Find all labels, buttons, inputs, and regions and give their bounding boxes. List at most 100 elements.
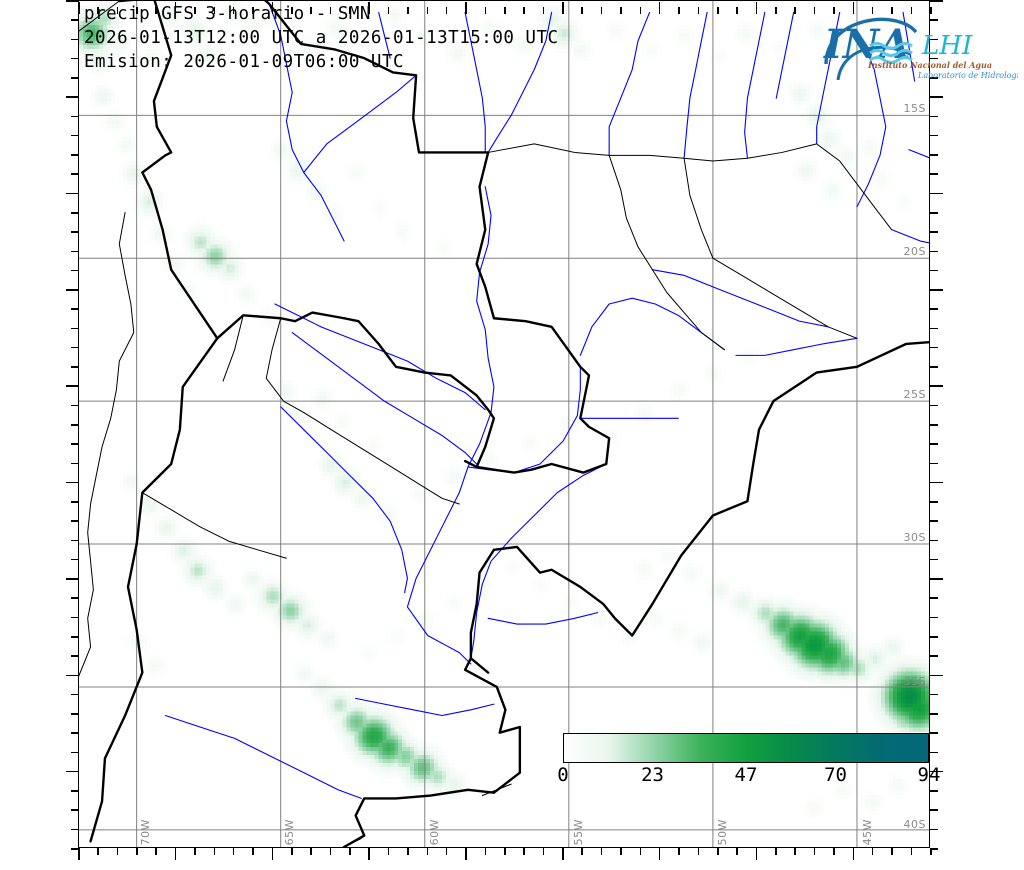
river-path [775,11,795,99]
axis-tick [930,790,938,792]
axis-tick [930,269,938,272]
administrative-border-path [651,269,725,351]
axis-tick [78,848,80,860]
axis-tick [930,115,938,118]
axis-tick [155,848,157,855]
axis-tick [71,848,79,850]
axis-tick [930,346,938,349]
axis-tick [349,848,351,855]
axis-tick [930,77,938,79]
country-border-path [216,311,346,340]
axis-tick [930,828,938,831]
colorbar-gradient [563,733,929,763]
axis-tick [930,192,943,195]
axis-tick [930,173,938,175]
right-axis-ticks [930,0,947,850]
axis-tick [910,848,913,855]
axis-tick [930,848,938,850]
administrative-border-path [487,143,818,162]
river-path [816,11,841,145]
river-path [856,40,887,208]
river-path [164,714,362,799]
axis-tick [930,289,943,291]
administrative-border-path [816,143,893,231]
axis-tick [930,578,943,580]
axis-tick [930,732,938,734]
map-viewport: 15S 20S 25S 30S 35S 40S 70W 65W 60W 55W 50W 45W [79,1,929,847]
axis-tick [271,848,274,860]
axis-tick [930,0,943,2]
axis-tick [930,385,943,387]
axis-tick [387,848,390,855]
administrative-border-path [222,314,244,382]
axis-tick [736,848,738,855]
axis-tick [620,848,622,855]
axis-tick [930,424,938,426]
river-path [303,171,345,242]
axis-tick [930,809,938,811]
axis-tick [930,443,938,445]
axis-tick [136,848,138,855]
axis-tick [891,848,893,855]
axis-tick [930,558,938,561]
country-border-path [141,1,219,340]
axis-tick [930,597,938,599]
axis-tick [794,848,796,855]
axis-tick [930,520,938,522]
axis-tick [930,134,938,137]
river-path [487,11,553,153]
country-border-path [342,657,522,847]
axis-tick [484,848,487,855]
administrative-border-path [712,257,858,339]
country-border-path [469,548,496,660]
axis-tick [232,848,235,855]
axis-tick [930,616,938,619]
axis-tick [930,674,943,677]
administrative-border-path [683,157,714,259]
axis-tick [930,636,938,638]
axis-tick [116,848,119,855]
colorbar-tick-labels: 0 23 47 70 94 [557,763,940,789]
axis-tick [658,848,661,860]
colorbar-tick-label: 23 [641,764,664,786]
administrative-border-path [303,412,460,505]
river-path [467,186,495,468]
axis-tick [562,848,564,860]
axis-tick [930,7,932,14]
axis-tick [329,848,332,855]
axis-tick [930,501,938,503]
axis-tick [930,713,938,715]
map-vector-overlay [79,1,929,847]
axis-tick [930,57,938,60]
colorbar-tick-label: 47 [734,764,758,786]
country-borders-layer [79,1,929,847]
river-path [579,297,725,356]
axis-tick [930,212,938,214]
river-path [406,366,581,665]
axis-tick [600,848,603,855]
axis-tick [930,655,938,657]
river-path [303,74,417,174]
axis-tick [930,539,938,542]
country-border-path [475,262,611,474]
axis-tick [930,231,938,233]
axis-tick [717,848,719,855]
country-border-path [342,317,496,469]
axis-tick [930,751,938,754]
axis-tick [368,848,370,860]
country-border-path [89,337,219,843]
axis-tick [407,848,409,855]
axis-tick [930,848,932,855]
axis-tick [174,848,177,860]
river-path [608,11,651,156]
axis-tick [194,848,196,855]
axis-tick [542,848,545,855]
axis-tick [930,96,943,98]
axis-tick [504,848,506,855]
axis-tick [755,848,758,860]
axis-tick [930,19,938,21]
axis-tick [445,848,448,855]
axis-tick [252,848,254,855]
river-path [291,331,478,465]
